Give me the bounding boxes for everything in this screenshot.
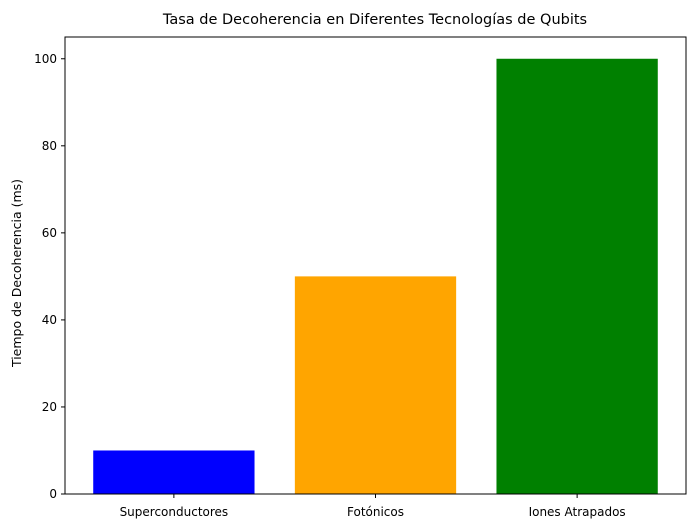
y-tick-label: 40 <box>42 313 57 327</box>
y-tick-label: 100 <box>34 52 57 66</box>
x-tick-label: Superconductores <box>120 505 229 519</box>
bars-group <box>93 58 658 495</box>
bar-2 <box>496 58 658 495</box>
x-tick-label: Fotónicos <box>347 505 404 519</box>
y-tick-label: 80 <box>42 139 57 153</box>
bar-1 <box>294 276 457 494</box>
y-axis-label: Tiempo de Decoherencia (ms) <box>9 179 24 368</box>
x-tick-label: Iones Atrapados <box>529 505 626 519</box>
bar-0 <box>93 450 255 494</box>
y-tick-label: 0 <box>49 487 57 501</box>
y-axis-ticks: 0 20 40 60 80 100 <box>34 52 65 501</box>
y-tick-label: 20 <box>42 400 57 414</box>
plot-frame <box>64 36 687 495</box>
chart-title: Tasa de Decoherencia en Diferentes Tecno… <box>162 12 587 28</box>
y-tick-label: 60 <box>42 226 57 240</box>
x-axis-ticks: Superconductores Fotónicos Iones Atrapados <box>120 494 626 519</box>
